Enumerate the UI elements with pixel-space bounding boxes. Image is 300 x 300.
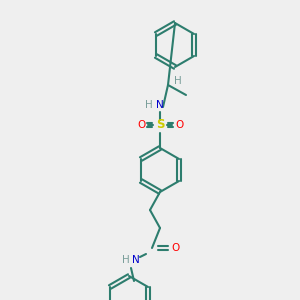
Text: O: O — [171, 243, 179, 253]
Text: H: H — [122, 255, 130, 265]
Text: O: O — [175, 120, 183, 130]
Text: O: O — [137, 120, 145, 130]
Text: H: H — [174, 76, 182, 86]
Text: N: N — [156, 100, 164, 110]
Text: H: H — [145, 100, 153, 110]
Text: N: N — [132, 255, 140, 265]
Text: S: S — [156, 118, 164, 131]
